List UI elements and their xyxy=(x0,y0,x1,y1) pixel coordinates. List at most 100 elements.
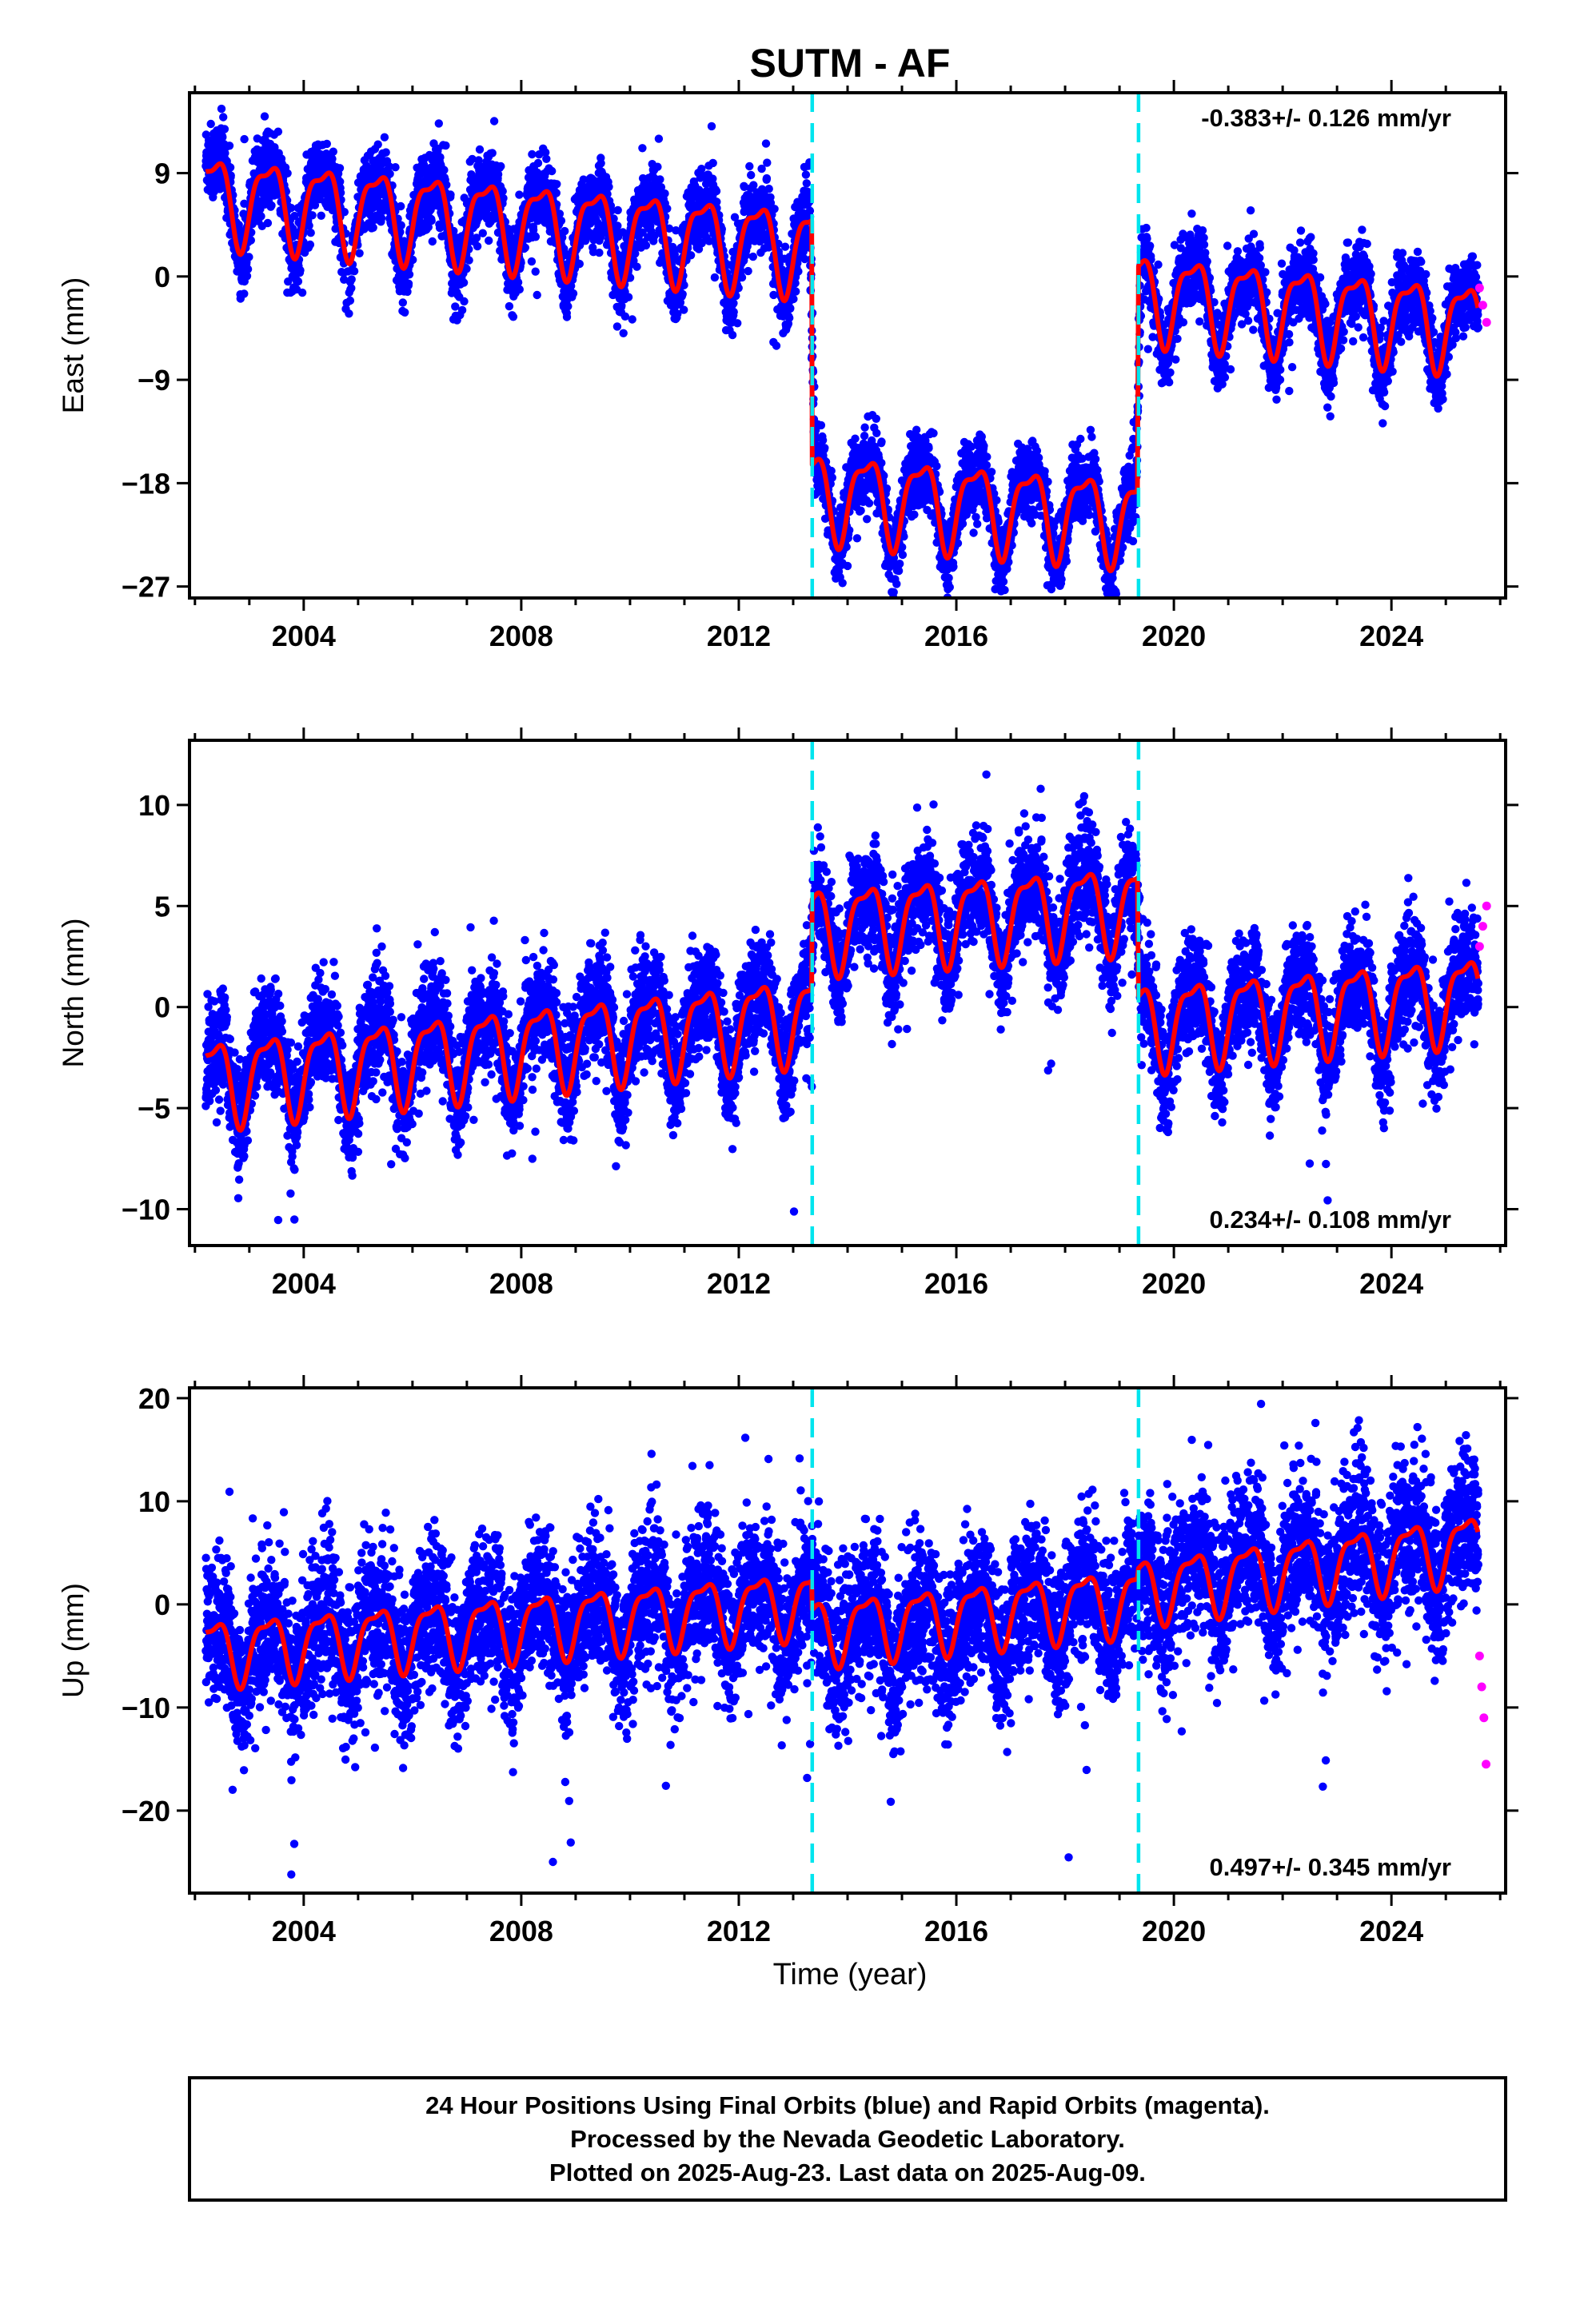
final-point xyxy=(745,161,754,171)
final-point xyxy=(217,104,226,114)
final-point xyxy=(440,165,449,174)
final-point xyxy=(801,170,811,179)
final-point xyxy=(533,158,543,168)
final-point xyxy=(355,249,364,257)
final-point xyxy=(654,134,664,143)
final-point xyxy=(613,221,622,230)
final-point xyxy=(712,186,721,196)
final-point xyxy=(733,319,742,328)
final-point xyxy=(548,166,557,176)
final-point xyxy=(509,313,518,321)
final-point xyxy=(459,278,469,287)
final-point xyxy=(638,144,647,153)
final-point xyxy=(929,429,938,438)
final-point xyxy=(596,159,605,168)
final-point xyxy=(270,143,279,152)
final-point xyxy=(786,304,795,313)
final-point xyxy=(770,205,779,213)
final-point xyxy=(838,579,847,588)
final-point xyxy=(488,149,497,157)
final-point xyxy=(234,221,243,229)
final-point xyxy=(273,127,283,136)
final-point xyxy=(828,473,837,482)
final-point xyxy=(595,248,604,257)
final-point xyxy=(542,154,551,163)
final-point xyxy=(397,221,405,230)
final-point xyxy=(451,302,460,311)
final-point xyxy=(245,253,253,261)
final-point xyxy=(293,277,303,286)
final-point xyxy=(707,122,716,131)
final-point xyxy=(764,185,773,193)
final-point xyxy=(446,190,455,199)
final-point xyxy=(531,267,540,276)
final-point xyxy=(632,262,641,271)
final-point xyxy=(206,119,215,129)
final-point xyxy=(246,236,255,245)
final-point xyxy=(708,158,717,168)
final-point xyxy=(317,211,325,220)
final-point xyxy=(898,550,908,560)
final-point xyxy=(515,285,524,294)
final-point xyxy=(910,510,919,519)
final-point xyxy=(912,425,921,434)
final-point xyxy=(575,259,584,269)
final-point xyxy=(604,182,613,191)
final-point xyxy=(619,329,628,337)
final-point xyxy=(818,436,828,444)
final-point xyxy=(697,165,706,173)
final-point xyxy=(296,265,305,275)
final-point xyxy=(305,240,315,249)
final-point xyxy=(218,133,227,142)
final-point xyxy=(863,515,872,524)
final-point xyxy=(686,251,696,260)
final-point xyxy=(653,162,662,171)
final-point xyxy=(405,270,414,279)
final-point xyxy=(475,145,485,154)
final-point xyxy=(478,229,487,237)
final-point xyxy=(557,216,566,225)
final-point xyxy=(267,201,276,210)
final-point xyxy=(729,308,738,317)
final-point xyxy=(944,573,953,583)
final-point xyxy=(620,312,629,321)
final-point xyxy=(242,272,252,281)
final-point xyxy=(561,226,569,236)
final-point xyxy=(889,588,898,596)
final-point xyxy=(763,158,772,167)
final-point xyxy=(802,179,811,188)
final-point xyxy=(513,278,523,287)
final-point xyxy=(641,241,651,250)
final-point xyxy=(531,233,541,241)
final-point xyxy=(894,566,904,576)
final-point xyxy=(322,139,331,149)
final-point xyxy=(485,236,493,245)
final-point xyxy=(305,221,313,230)
final-point xyxy=(851,434,860,443)
final-point xyxy=(335,164,345,173)
final-point xyxy=(656,175,664,184)
final-orbit-points-east xyxy=(201,104,1483,598)
final-point xyxy=(780,242,790,251)
final-point xyxy=(860,432,869,440)
final-point xyxy=(225,163,235,172)
final-point xyxy=(949,562,958,572)
final-point xyxy=(441,141,450,150)
final-point xyxy=(792,287,800,296)
final-point xyxy=(257,212,265,221)
final-point xyxy=(872,429,881,437)
final-point xyxy=(533,290,541,300)
plot-area-east xyxy=(201,104,1491,598)
final-point xyxy=(465,256,473,265)
final-point xyxy=(747,170,756,180)
final-point xyxy=(762,173,772,183)
final-point xyxy=(820,444,829,452)
final-point xyxy=(748,252,757,261)
final-point xyxy=(434,119,443,128)
final-point xyxy=(428,237,437,246)
final-point xyxy=(381,148,390,157)
final-point xyxy=(401,308,409,317)
